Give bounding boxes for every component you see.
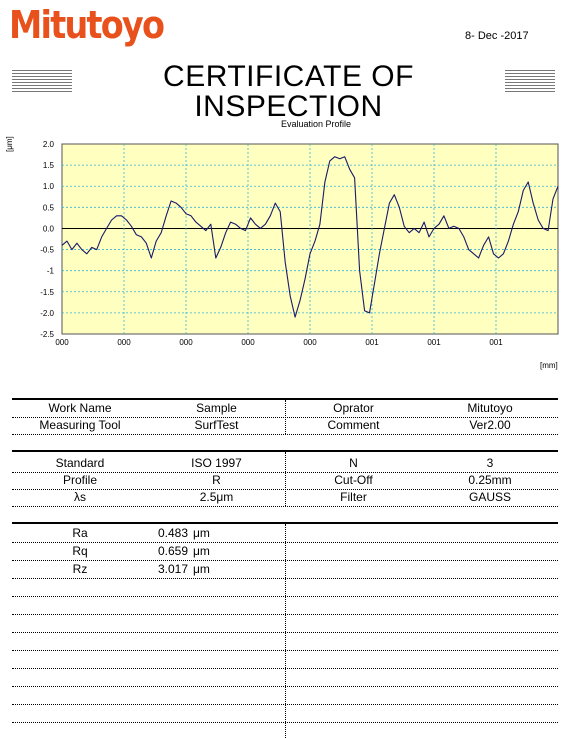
empty-row xyxy=(12,669,558,687)
parameter-value: 0.659 xyxy=(157,544,188,558)
parameter-value: 0.483 xyxy=(157,526,188,540)
value-cell: GAUSS xyxy=(468,490,511,504)
table-rule xyxy=(12,522,558,524)
value-cell: 2.5μm xyxy=(199,490,234,504)
x-tick-label: 000 xyxy=(303,338,317,347)
table-rule xyxy=(12,398,558,400)
condition-row: λs 2.5μm Filter GAUSS xyxy=(12,489,558,507)
label-cell: Work Name xyxy=(48,401,112,415)
y-tick-label: -1 xyxy=(47,267,55,276)
table-rule xyxy=(12,450,558,452)
label-cell: Comment xyxy=(327,418,380,432)
y-tick-label: -1.5 xyxy=(40,288,54,297)
report-date: 8- Dec -2017 xyxy=(465,30,529,42)
title-stripes-right xyxy=(505,70,555,94)
label-cell: Measuring Tool xyxy=(39,418,121,432)
inspection-table: Work Name Sample Oprator Mitutoyo Measuring … xyxy=(12,398,558,738)
plot-background xyxy=(61,143,559,335)
empty-row xyxy=(12,633,558,651)
y-tick-label: -2.5 xyxy=(40,330,54,339)
parameter-name: Rq xyxy=(72,544,88,558)
empty-row xyxy=(12,651,558,669)
value-cell: Sample xyxy=(196,401,237,415)
mitutoyo-logo: Mitutoyo xyxy=(9,3,165,47)
x-tick-label: 001 xyxy=(365,338,379,347)
y-tick-label: -0.5 xyxy=(40,246,54,255)
empty-row xyxy=(12,705,558,723)
empty-row xyxy=(12,615,558,633)
x-tick-label: 000 xyxy=(117,338,131,347)
y-tick-label: 0.5 xyxy=(43,203,55,212)
empty-row xyxy=(12,687,558,705)
column-divider xyxy=(285,452,286,506)
evaluation-profile-chart: Evaluation Profile [μm] [mm] 2.0 1.5 1.0 0.… xyxy=(5,119,559,370)
x-tick-label: 000 xyxy=(241,338,255,347)
y-tick-label: 1.0 xyxy=(43,182,55,191)
parameter-name: Ra xyxy=(72,526,88,540)
parameter-unit: μm xyxy=(193,526,210,540)
value-cell: ISO 1997 xyxy=(191,456,242,470)
y-axis-unit-label: [μm] xyxy=(5,136,14,152)
x-tick-label: 001 xyxy=(489,338,503,347)
value-cell: Ver2.00 xyxy=(469,418,511,432)
condition-row: Standard ISO 1997 N 3 xyxy=(12,455,558,473)
parameter-value: 3.017 xyxy=(157,562,188,576)
label-cell: λs xyxy=(74,490,86,504)
profile-series-line xyxy=(61,156,559,318)
label-cell: Filter xyxy=(340,490,367,504)
y-tick-label: 2.0 xyxy=(43,140,55,149)
certificate-title: CERTIFICATE OF INSPECTION xyxy=(163,60,414,123)
label-cell: Profile xyxy=(62,473,97,487)
column-divider xyxy=(285,524,286,738)
value-cell: Mitutoyo xyxy=(467,401,513,415)
label-cell: Cut-Off xyxy=(334,473,373,487)
value-cell: SurfTest xyxy=(194,418,239,432)
x-tick-label: 000 xyxy=(55,338,69,347)
info-row: Work Name Sample Oprator Mitutoyo xyxy=(12,400,558,418)
info-row: Measuring Tool SurfTest Comment Ver2.00 xyxy=(12,417,558,435)
result-row: Ra 0.483 μm xyxy=(12,525,558,543)
empty-row xyxy=(12,579,558,597)
label-cell: Standard xyxy=(55,456,105,470)
y-tick-label: -2.0 xyxy=(40,309,54,318)
result-row: Rz 3.017 μm xyxy=(12,561,558,579)
label-cell: Oprator xyxy=(333,401,374,415)
x-axis-unit-label: [mm] xyxy=(540,361,558,370)
y-tick-label: 1.5 xyxy=(43,161,55,170)
chart-title: Evaluation Profile xyxy=(281,119,351,129)
title-stripes-left xyxy=(12,70,72,94)
value-cell: R xyxy=(212,473,221,487)
parameter-unit: μm xyxy=(193,562,210,576)
y-tick-label: 0.0 xyxy=(43,224,55,233)
value-cell: 0.25mm xyxy=(468,473,512,487)
condition-row: Profile R Cut-Off 0.25mm xyxy=(12,472,558,490)
label-cell: N xyxy=(349,456,358,470)
result-row: Rq 0.659 μm xyxy=(12,543,558,561)
parameter-unit: μm xyxy=(193,544,210,558)
x-tick-label: 001 xyxy=(427,338,441,347)
empty-row xyxy=(12,597,558,615)
parameter-name: Rz xyxy=(72,562,88,576)
value-cell: 3 xyxy=(486,456,494,470)
x-tick-label: 000 xyxy=(179,338,193,347)
